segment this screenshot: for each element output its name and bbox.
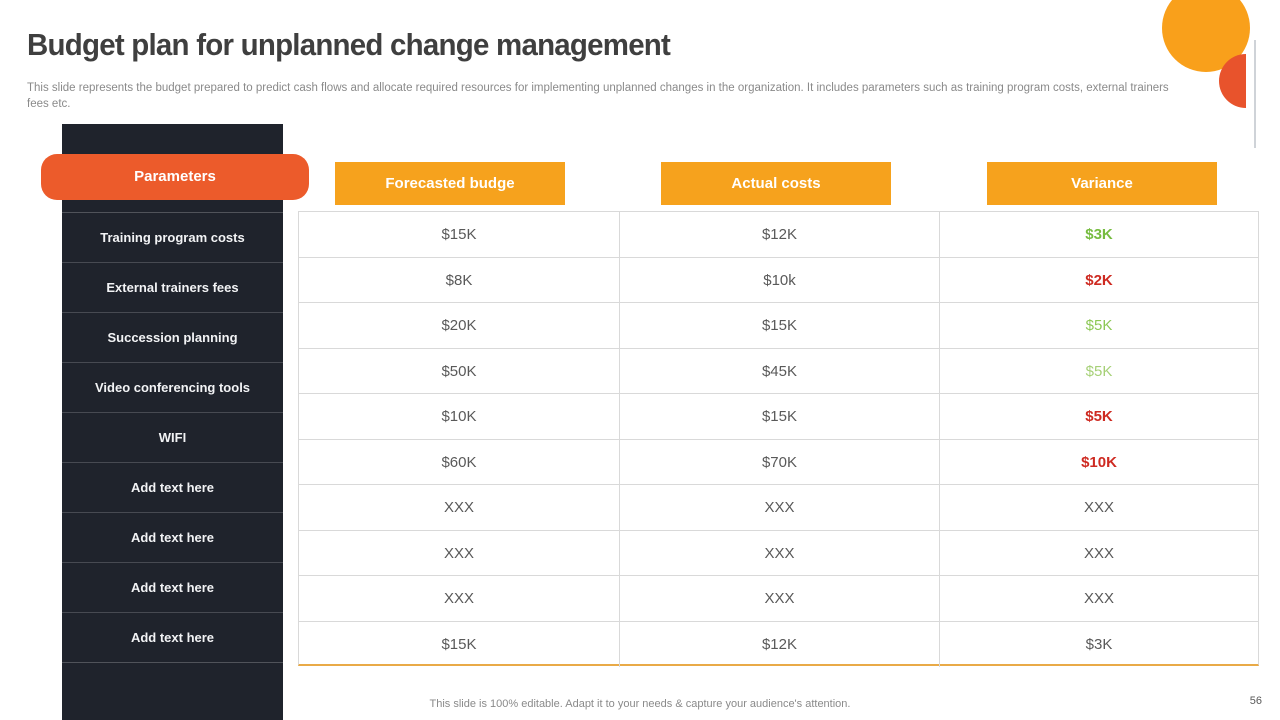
slide-description: This slide represents the budget prepare…: [27, 82, 1169, 111]
table-cell-actual: $45K: [620, 348, 940, 394]
table-cell-actual: $15K: [620, 303, 940, 349]
parameter-placeholder[interactable]: Add text here: [62, 563, 283, 613]
table-cell-forecasted: $15K: [299, 212, 620, 258]
table-cell-variance[interactable]: XXX: [940, 485, 1258, 531]
table-cell-variance: $3K: [940, 212, 1258, 258]
table-cell-forecasted[interactable]: XXX: [299, 485, 620, 531]
page-number: 56: [1249, 695, 1262, 707]
column-header-variance: Variance: [987, 162, 1217, 205]
table-cell-variance[interactable]: XXX: [940, 576, 1258, 622]
table-cell-actual: $15K: [620, 394, 940, 440]
table-cell-forecasted[interactable]: XXX: [299, 530, 620, 576]
table-cell-forecasted: $15K: [299, 621, 620, 667]
budget-table: $15K $12K $3K $8K $10k $2K $20K $15K $5K…: [298, 211, 1259, 667]
table-cell-forecasted: $10K: [299, 394, 620, 440]
table-cell-forecasted: $50K: [299, 348, 620, 394]
parameter-placeholder[interactable]: Add text here: [62, 513, 283, 563]
table-cell-variance: $5K: [940, 394, 1258, 440]
decorative-vertical-line: [1254, 40, 1256, 148]
table-cell-forecasted[interactable]: XXX: [299, 576, 620, 622]
table-cell-actual[interactable]: XXX: [620, 530, 940, 576]
parameter-succession-planning: Succession planning: [62, 313, 283, 363]
table-cell-variance: $5K: [940, 349, 1258, 394]
table-cell-actual[interactable]: XXX: [620, 576, 940, 622]
parameter-external-trainers-fees: External trainers fees: [62, 263, 283, 313]
parameter-wifi: WIFI: [62, 413, 283, 463]
parameter-training-program-costs: Training program costs: [62, 213, 283, 263]
parameters-sidebar: Training program costs External trainers…: [62, 124, 283, 720]
table-cell-forecasted: $8K: [299, 257, 620, 303]
parameter-list: Training program costs External trainers…: [62, 212, 283, 663]
table-cell-variance[interactable]: XXX: [940, 531, 1258, 576]
column-header-actual-costs: Actual costs: [661, 162, 891, 205]
parameters-header-pill: Parameters: [41, 154, 309, 200]
table-cell-forecasted: $60K: [299, 439, 620, 485]
parameter-video-conferencing-tools: Video conferencing tools: [62, 363, 283, 413]
table-cell-actual: $10k: [620, 257, 940, 303]
column-header-forecasted-budget: Forecasted budge: [335, 162, 565, 205]
table-cell-actual: $12K: [620, 621, 940, 667]
table-cell-variance: $10K: [940, 440, 1258, 485]
table-cell-actual[interactable]: XXX: [620, 485, 940, 531]
table-cell-actual: $70K: [620, 439, 940, 485]
table-cell-variance: $3K: [1085, 635, 1113, 653]
page-title: Budget plan for unplanned change managem…: [27, 27, 671, 62]
parameter-placeholder[interactable]: Add text here: [62, 463, 283, 513]
table-cell-forecasted: $20K: [299, 303, 620, 349]
table-cell-variance: $5K: [940, 303, 1258, 349]
table-cell-variance: $2K: [940, 258, 1258, 303]
footer-note: This slide is 100% editable. Adapt it to…: [429, 698, 851, 710]
parameter-placeholder[interactable]: Add text here: [130, 630, 215, 645]
table-cell-actual: $12K: [620, 212, 940, 258]
